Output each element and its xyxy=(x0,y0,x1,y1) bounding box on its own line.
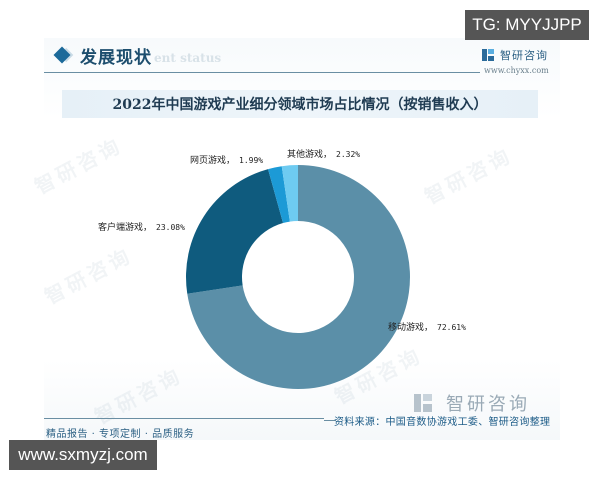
brand-logo-icon xyxy=(482,49,494,61)
label-web-games: 网页游戏， 1.99% xyxy=(190,156,264,166)
site-badge: www.sxmyzj.com xyxy=(9,440,157,470)
label-client-games: 客户端游戏， 23.08% xyxy=(98,223,185,233)
footer-tagline: 精品报告 · 专项定制 · 品质服务 xyxy=(46,429,195,440)
brand-name: 智研咨询 xyxy=(500,49,548,62)
chart-title: 2022年中国游戏产业细分领域市场占比情况（按销售收入） xyxy=(112,97,488,113)
donut-slice-2 xyxy=(268,166,290,224)
donut-slice-3 xyxy=(281,165,298,222)
footer-divider-short xyxy=(324,420,336,421)
header-divider xyxy=(44,72,480,73)
donut-slice-1 xyxy=(185,169,284,294)
tg-badge: TG: MYYJJPP xyxy=(465,10,589,40)
section-header: 发展现状 ent status xyxy=(44,40,221,70)
brand-url: www.chyxx.com xyxy=(484,66,549,75)
footer-divider xyxy=(44,418,324,419)
brand-logo-bottom: 智研咨询 xyxy=(414,390,530,416)
brand-logo-top: 智研咨询 www.chyxx.com xyxy=(482,47,572,75)
brand-name-bottom: 智研咨询 xyxy=(446,394,530,415)
label-other-games: 其他游戏， 2.32% xyxy=(287,150,361,160)
chart-title-bar: 2022年中国游戏产业细分领域市场占比情况（按销售收入） xyxy=(62,90,538,118)
brand-logo-icon xyxy=(414,394,432,412)
data-source: 资料来源：中国音数协游戏工委、智研咨询整理 xyxy=(334,417,551,428)
donut-slice-0 xyxy=(187,165,410,389)
label-mobile-games: 移动游戏， 72.61% xyxy=(388,323,466,333)
section-title: 发展现状 xyxy=(80,47,152,68)
section-subtitle: ent status xyxy=(154,51,222,65)
